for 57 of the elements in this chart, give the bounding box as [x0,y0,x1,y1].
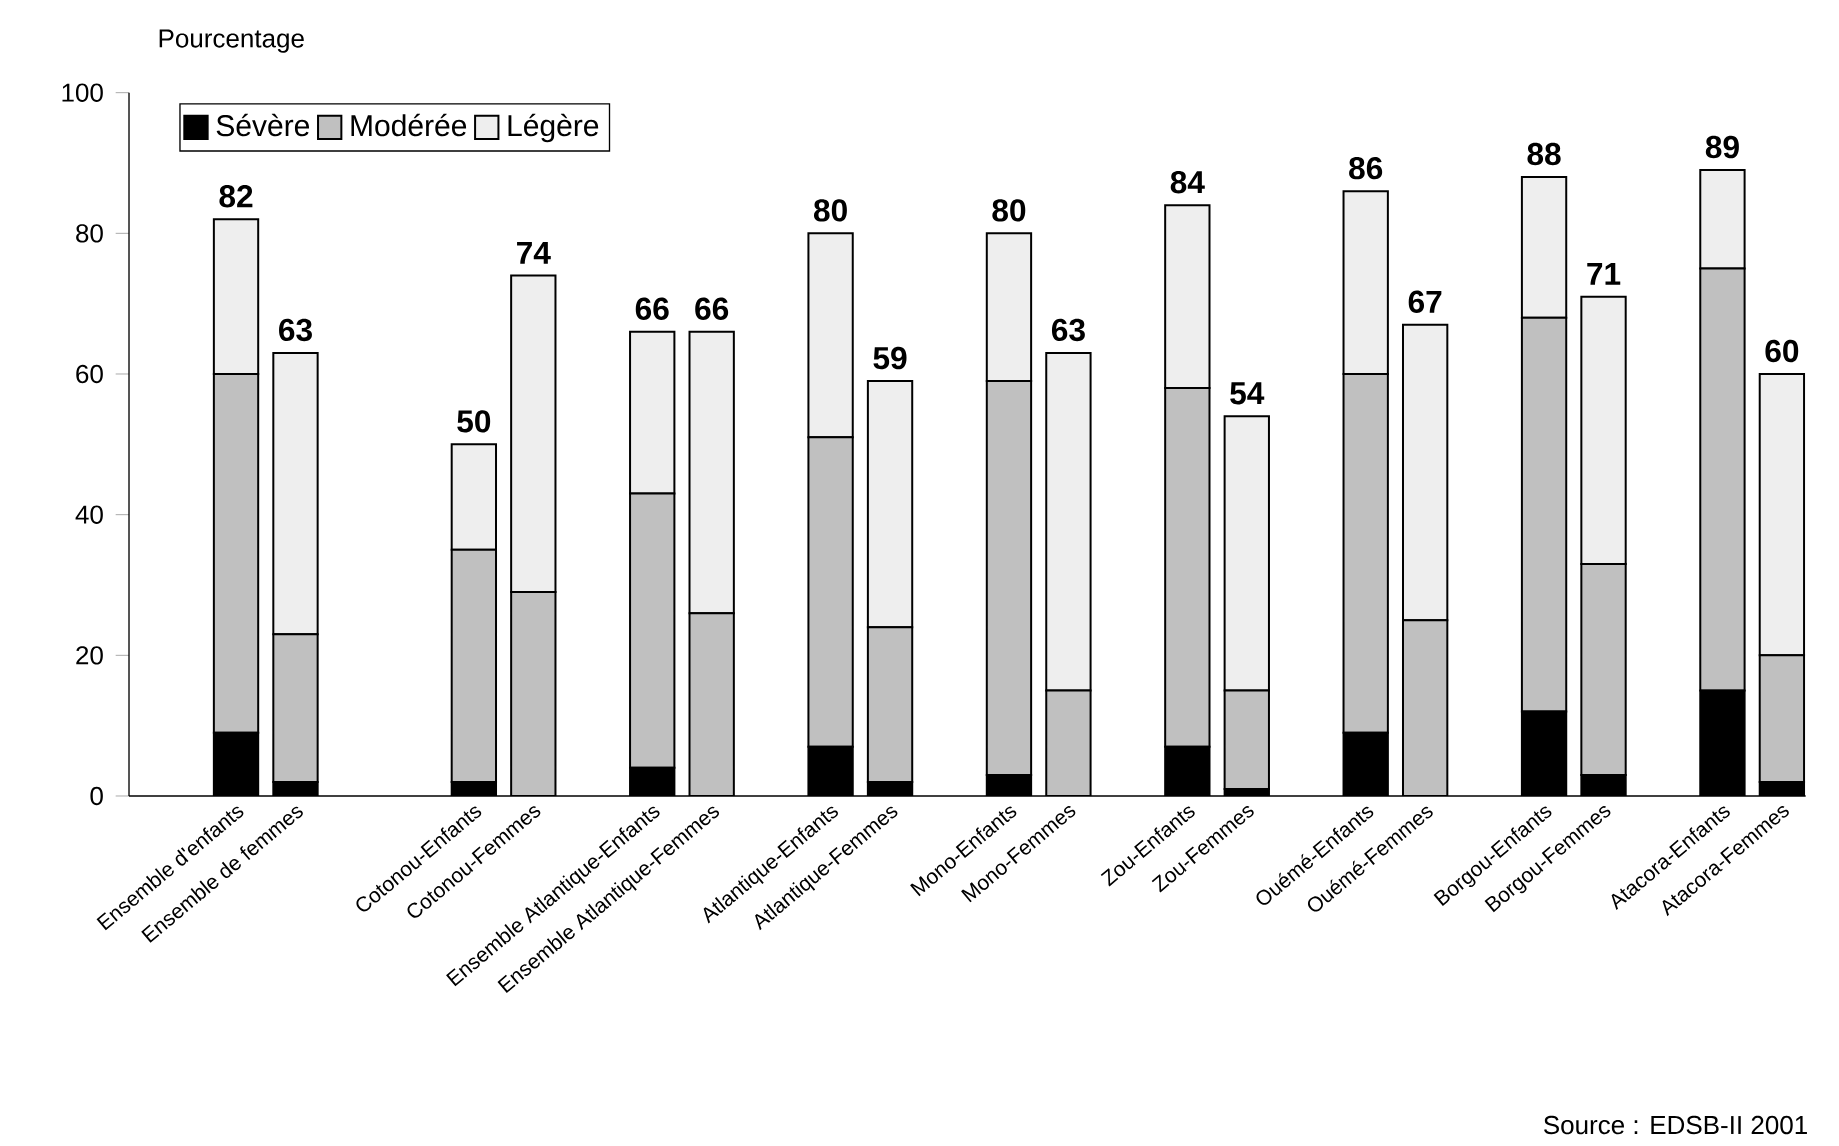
total-label: 54 [1230,382,1265,405]
bar [1580,295,1627,565]
bar [510,274,557,594]
total-label: 89 [1705,135,1739,159]
total-label: 88 [1527,142,1561,166]
total-label: 66 [695,297,729,321]
bar [1223,415,1270,692]
bar [272,351,319,636]
legend-label: Sévère [216,113,310,137]
total-label: 50 [457,410,491,433]
bar [866,380,914,629]
bar [807,436,854,748]
bar [1342,373,1389,734]
bar [450,443,498,551]
y-tick-label: 0 [90,786,103,806]
bar [1699,267,1746,692]
bar [1045,351,1092,692]
total-label: 63 [279,318,312,342]
source-note: Source : EDSB-II 2001 [1544,1115,1807,1135]
bar [1401,619,1449,796]
bar [1520,316,1568,713]
total-label: 82 [219,185,253,208]
y-axis-title: Pourcentage [159,29,304,53]
bar [629,330,676,495]
bar [629,492,676,769]
total-label: 66 [635,297,669,321]
bar [510,591,557,796]
total-label: 86 [1349,156,1383,180]
total-label: 71 [1587,263,1621,285]
bar [688,330,735,615]
total-label: 67 [1408,290,1442,313]
total-label: 80 [992,199,1026,222]
bar [1223,689,1270,790]
bar [1401,323,1449,622]
bar [1758,654,1806,783]
total-label: 80 [813,199,847,222]
bar [450,548,498,783]
legend-label: Modérée [351,113,467,137]
y-tick-label: 40 [75,505,103,524]
total-label: 63 [1051,318,1085,342]
total-label: 84 [1170,171,1205,194]
total-label: 59 [873,346,907,370]
bar [1045,689,1092,796]
bar [212,373,260,734]
legend-label: Légère [508,113,599,143]
bar [866,626,914,783]
total-label: 74 [517,241,551,264]
bar [1580,562,1627,776]
y-tick-label: 20 [76,646,103,665]
bar [688,612,735,796]
y-tick-label: 60 [76,364,103,384]
total-label: 60 [1765,339,1799,363]
y-tick-label: 100 [62,83,103,102]
bar [272,633,319,783]
bar [1164,387,1211,748]
bar [985,380,1033,776]
y-tick-label: 80 [76,224,103,243]
